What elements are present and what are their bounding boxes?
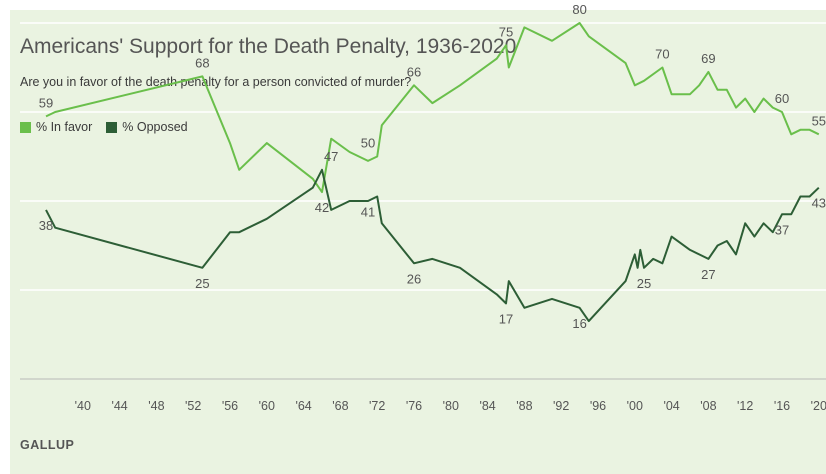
series-line bbox=[45, 22, 820, 194]
data-label-opposed: 25 bbox=[195, 276, 209, 291]
x-tick-label: '48 bbox=[148, 399, 164, 413]
data-label-opposed: 26 bbox=[407, 271, 421, 286]
data-label-opposed: 37 bbox=[775, 222, 789, 237]
x-tick-label: '84 bbox=[479, 399, 495, 413]
data-label-opposed: 17 bbox=[499, 311, 513, 326]
data-label-opposed: 42 bbox=[315, 200, 329, 215]
data-label-favor: 80 bbox=[572, 2, 586, 17]
data-label-opposed: 41 bbox=[361, 205, 375, 220]
data-label-opposed: 38 bbox=[39, 218, 53, 233]
x-tick-label: '68 bbox=[332, 399, 348, 413]
x-tick-label: '16 bbox=[774, 399, 790, 413]
x-tick-label: '20 bbox=[811, 399, 826, 413]
legend-item-opposed: % Opposed bbox=[106, 120, 188, 134]
legend: % In favor % Opposed bbox=[20, 120, 202, 134]
x-tick-label: '88 bbox=[516, 399, 532, 413]
data-label-opposed: 27 bbox=[701, 267, 715, 282]
data-label-favor: 59 bbox=[39, 95, 53, 110]
x-tick-label: '12 bbox=[737, 399, 753, 413]
x-tick-label: '00 bbox=[627, 399, 643, 413]
legend-label-opposed: % Opposed bbox=[122, 120, 188, 134]
data-label-favor: 70 bbox=[655, 47, 669, 62]
chart-subtitle: Are you in favor of the death penalty fo… bbox=[20, 75, 412, 89]
x-tick-label: '80 bbox=[443, 399, 459, 413]
x-tick-label: '04 bbox=[663, 399, 679, 413]
data-label-favor: 69 bbox=[701, 51, 715, 66]
x-tick-label: '40 bbox=[75, 399, 91, 413]
legend-swatch-opposed bbox=[106, 121, 118, 133]
chart-title: Americans' Support for the Death Penalty… bbox=[20, 35, 517, 58]
chart-card: Americans' Support for the Death Penalty… bbox=[10, 10, 826, 474]
x-tick-label: '52 bbox=[185, 399, 201, 413]
x-tick-label: '60 bbox=[259, 399, 275, 413]
legend-label-favor: % In favor bbox=[36, 120, 93, 134]
source-footer: GALLUP bbox=[20, 438, 75, 452]
legend-swatch-favor bbox=[20, 121, 31, 133]
x-tick-label: '64 bbox=[295, 399, 311, 413]
x-tick-label: '56 bbox=[222, 399, 238, 413]
data-label-favor: 55 bbox=[812, 113, 826, 128]
x-tick-label: '44 bbox=[111, 399, 127, 413]
data-label-favor: 75 bbox=[499, 24, 513, 39]
series-line bbox=[45, 168, 820, 323]
x-tick-label: '08 bbox=[700, 399, 716, 413]
x-tick-label: '72 bbox=[369, 399, 385, 413]
x-tick-label: '92 bbox=[553, 399, 569, 413]
data-label-favor: 47 bbox=[324, 149, 338, 164]
x-tick-label: '76 bbox=[406, 399, 422, 413]
legend-item-favor: % In favor bbox=[20, 120, 92, 134]
data-label-opposed: 16 bbox=[572, 316, 586, 331]
data-label-opposed: 25 bbox=[637, 276, 651, 291]
data-label-favor: 66 bbox=[407, 64, 421, 79]
data-label-favor: 50 bbox=[361, 136, 375, 151]
x-tick-label: '96 bbox=[590, 399, 606, 413]
data-label-favor: 60 bbox=[775, 91, 789, 106]
data-label-favor: 68 bbox=[195, 55, 209, 70]
data-label-opposed: 43 bbox=[812, 196, 826, 211]
